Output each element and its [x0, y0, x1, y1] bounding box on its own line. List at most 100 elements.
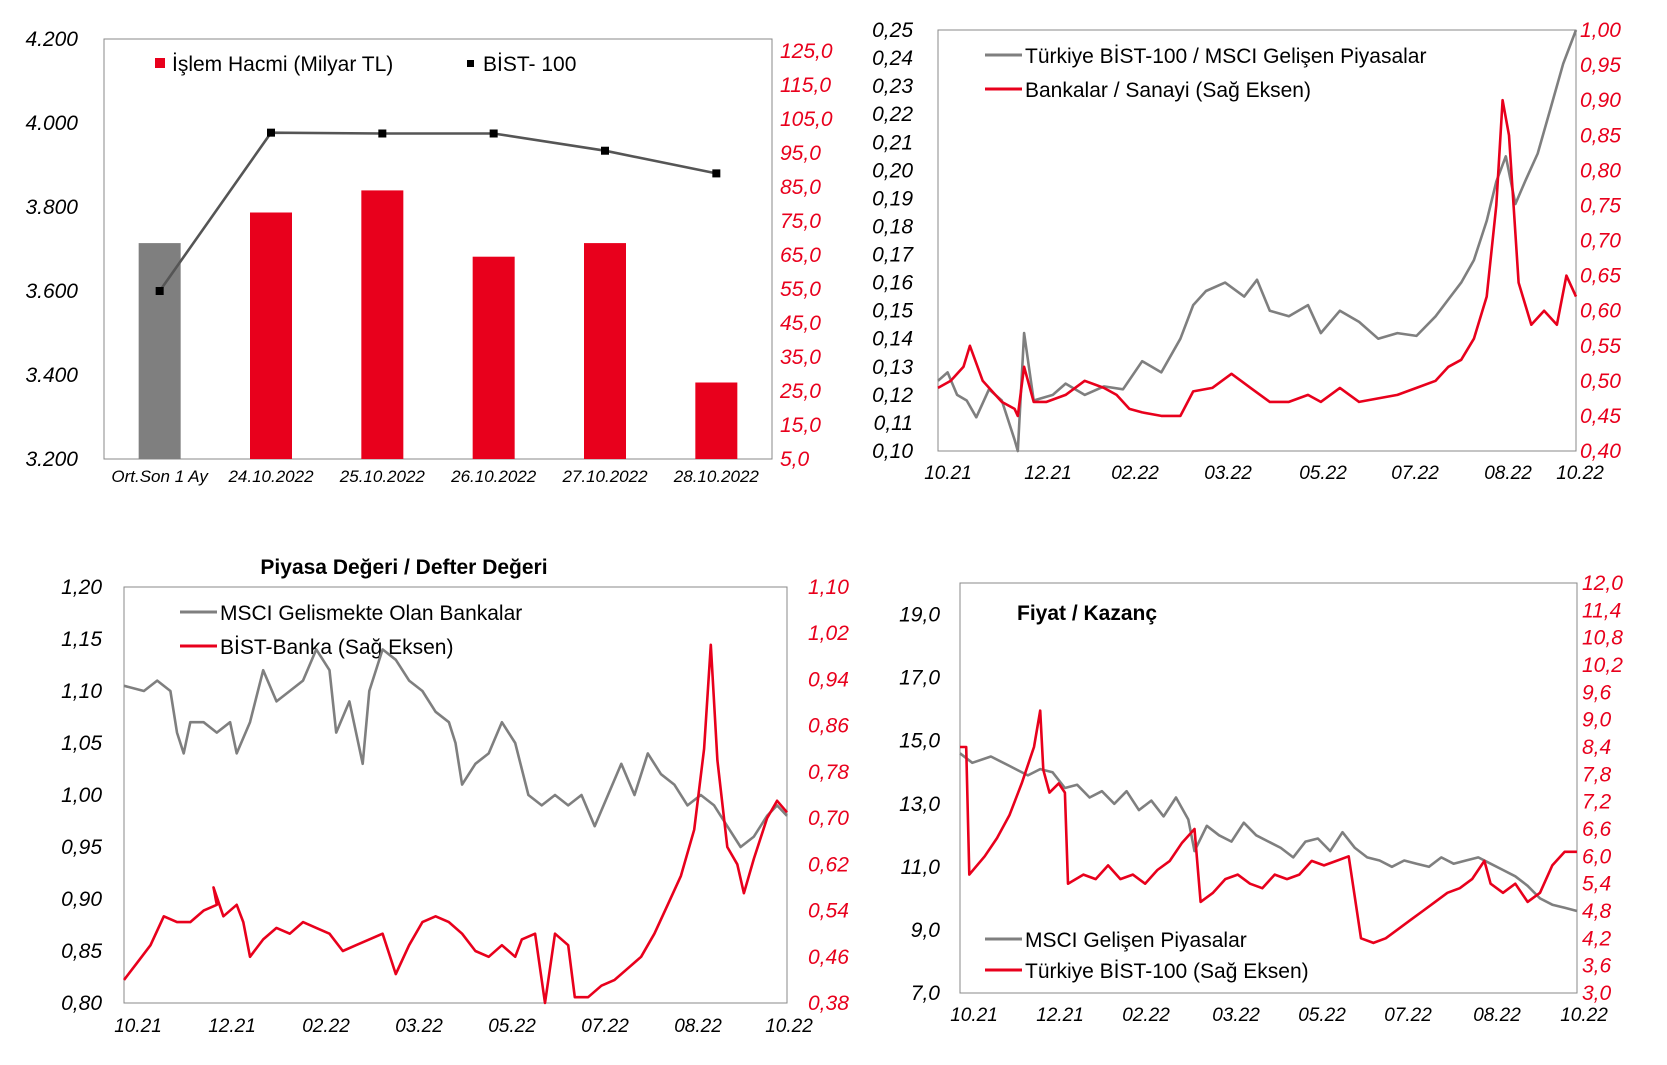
- y-left-tick-label: 3.800: [25, 196, 78, 219]
- x-tick-label: 05.22: [1299, 463, 1347, 484]
- legend-label-gray: Türkiye BİST-100 / MSCI Gelişen Piyasala…: [1025, 45, 1426, 68]
- y-right-tick-label: 7,2: [1582, 791, 1612, 814]
- y-right-tick-label: 4,2: [1582, 927, 1612, 950]
- y-left-tick-label: 4.200: [25, 28, 78, 51]
- chart-pe-ratio: Fiyat / Kazanç MSCI Gelişen Piyasalar Tü…: [899, 572, 1623, 1026]
- x-tick-label: 12.21: [1024, 463, 1072, 484]
- y-right-tick-label: 10,8: [1582, 627, 1623, 650]
- legend-label-gray: MSCI Gelişen Piyasalar: [1025, 929, 1247, 952]
- y-left-tick-label: 19,0: [899, 604, 940, 627]
- plot-area: [937, 29, 1577, 452]
- x-tick-label: 02.22: [1122, 1005, 1170, 1026]
- y-left-tick-label: 3.200: [25, 448, 78, 471]
- y-right-tick-label: 0,65: [1580, 265, 1621, 288]
- y-left-tick-label: 3.600: [25, 280, 78, 303]
- legend-label-red: Bankalar / Sanayi (Sağ Eksen): [1025, 79, 1311, 102]
- x-tick-label: 28.10.2022: [673, 467, 760, 486]
- y-right-tick-label: 95,0: [780, 142, 821, 165]
- y-left-tick-label: 1,05: [61, 732, 102, 755]
- y-right-tick-label: 0,70: [1580, 230, 1621, 253]
- y-left-tick-label: 1,15: [61, 628, 102, 651]
- bar-volume: [361, 190, 404, 459]
- y-right-tick-label: 45,0: [780, 312, 821, 335]
- y-right-tick-label: 0,95: [1580, 54, 1621, 77]
- x-tick-label: 08.22: [1473, 1005, 1521, 1026]
- plot-area: [123, 586, 788, 1004]
- y-left-tick-label: 7,0: [911, 982, 941, 1005]
- y-right-tick-label: 3,6: [1582, 955, 1612, 978]
- x-tick-label: 10.22: [1560, 1005, 1608, 1026]
- y-right-tick-label: 0,90: [1580, 89, 1621, 112]
- y-left-tick-label: 4.000: [25, 112, 78, 135]
- y-left-tick-label: 13,0: [899, 793, 940, 816]
- y-right-tick-label: 9,0: [1582, 709, 1612, 732]
- y-left-tick-label: 15,0: [899, 730, 940, 753]
- y-right-tick-label: 115,0: [780, 74, 831, 97]
- y-left-tick-label: 0,19: [872, 187, 913, 210]
- y-left-tick-label: 0,90: [61, 888, 102, 911]
- chart-title: Fiyat / Kazanç: [1017, 602, 1157, 625]
- chart-bist-msci-ratio: Türkiye BİST-100 / MSCI Gelişen Piyasala…: [872, 19, 1621, 484]
- y-right-tick-label: 10,2: [1582, 654, 1623, 677]
- series-line-red: [937, 98, 1578, 418]
- y-right-tick-label: 7,8: [1582, 763, 1612, 786]
- point-bist: [267, 128, 275, 137]
- y-right-tick-label: 75,0: [780, 210, 821, 233]
- legend-label-gray: MSCI Gelismekte Olan Bankalar: [220, 602, 522, 625]
- x-tick-label: 02.22: [1111, 463, 1159, 484]
- y-left-tick-label: 0,12: [872, 384, 913, 407]
- y-right-tick-label: 8,4: [1582, 736, 1611, 759]
- y-left-tick-label: 1,20: [61, 576, 102, 599]
- y-right-tick-label: 0,70: [808, 807, 849, 830]
- x-tick-label: 03.22: [1212, 1005, 1260, 1026]
- y-right-tick-label: 0,80: [1580, 159, 1621, 182]
- line-bist: [158, 131, 717, 292]
- y-left-tick-label: 0,22: [872, 103, 913, 126]
- y-right-tick-label: 0,38: [808, 992, 849, 1015]
- x-tick-label: 03.22: [1204, 463, 1252, 484]
- x-tick-label: 10.22: [765, 1016, 813, 1037]
- y-left-tick-label: 0,25: [872, 19, 913, 42]
- y-right-tick-label: 35,0: [780, 346, 821, 369]
- y-right-tick-label: 65,0: [780, 244, 821, 267]
- y-right-tick-label: 0,60: [1580, 300, 1621, 323]
- point-bist: [489, 129, 498, 138]
- y-right-tick-label: 105,0: [780, 108, 833, 131]
- point-bist: [712, 169, 721, 178]
- y-left-tick-label: 0,24: [872, 47, 913, 70]
- legend: Türkiye BİST-100 / MSCI Gelişen Piyasala…: [985, 45, 1426, 102]
- x-tick-label: 24.10.2022: [227, 467, 314, 486]
- x-tick-label: 27.10.2022: [561, 467, 648, 486]
- y-right-tick-label: 25,0: [779, 380, 821, 403]
- x-tick-label: 07.22: [1391, 463, 1439, 484]
- y-left-tick-label: 0,95: [61, 836, 102, 859]
- y-right-tick-label: 1,00: [1580, 19, 1621, 42]
- x-tick-label: 10.21: [950, 1005, 998, 1026]
- y-right-tick-label: 125,0: [780, 40, 833, 63]
- y-left-tick-label: 1,00: [61, 784, 102, 807]
- y-right-tick-label: 5,4: [1582, 873, 1611, 896]
- legend-label-red: BİST-Banka (Sağ Eksen): [220, 636, 453, 659]
- legend-label-red: Türkiye BİST-100 (Sağ Eksen): [1025, 960, 1309, 983]
- y-left-tick-label: 0,23: [872, 75, 913, 98]
- y-right-tick-label: 6,0: [1582, 845, 1612, 868]
- chart-title: Piyasa Değeri / Defter Değeri: [260, 556, 547, 579]
- legend-label-bist: BİST- 100: [483, 53, 576, 76]
- y-right-tick-label: 0,94: [808, 668, 849, 691]
- point-bist: [601, 146, 609, 155]
- y-right-tick-label: 15,0: [780, 414, 821, 437]
- bar-volume: [472, 256, 515, 459]
- legend: MSCI Gelişen Piyasalar Türkiye BİST-100 …: [985, 929, 1309, 983]
- legend: İşlem Hacmi (Milyar TL) BİST- 100: [155, 53, 576, 76]
- point-bist: [378, 129, 387, 138]
- chart-pb-ratio: Piyasa Değeri / Defter Değeri MSCI Gelis…: [61, 556, 849, 1037]
- legend-swatch-volume: [155, 58, 165, 68]
- point-bist: [155, 287, 164, 295]
- legend-swatch-bist: [467, 60, 474, 67]
- x-tick-label: 12.21: [208, 1016, 256, 1037]
- y-left-tick-label: 0,16: [872, 272, 913, 295]
- x-tick-label: 10.21: [924, 463, 972, 484]
- series-line-gray: [937, 29, 1578, 453]
- y-left-tick-label: 0,20: [872, 159, 913, 182]
- y-left-tick-label: 0,10: [872, 440, 913, 463]
